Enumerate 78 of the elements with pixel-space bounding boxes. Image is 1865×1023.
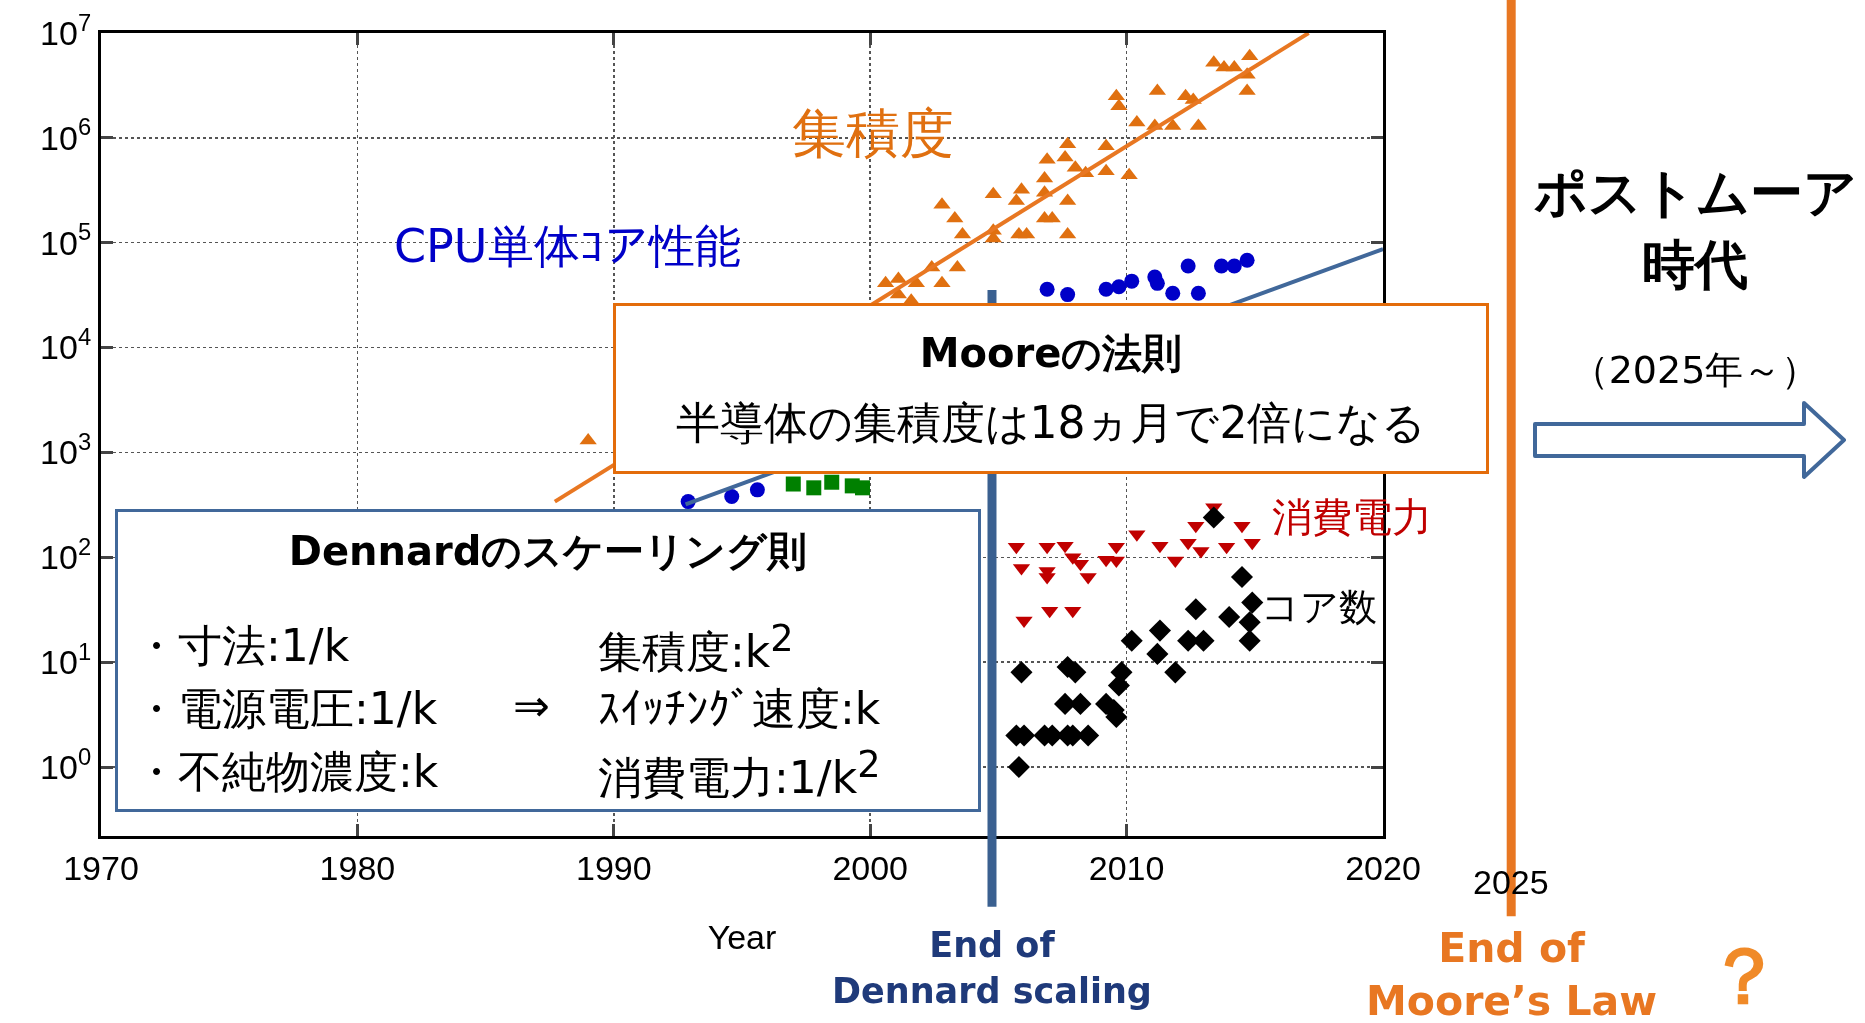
point xyxy=(1097,163,1115,176)
x-tick-label: 2020 xyxy=(1345,848,1421,887)
y-tick-label: 10$^{5}$ xyxy=(40,218,92,262)
point xyxy=(1056,149,1074,162)
text: ？ xyxy=(1705,930,1783,1023)
annotation: Mooreの法則 xyxy=(918,329,1184,378)
y-tick-label: 10$^{6}$ xyxy=(40,113,92,157)
annotation: 消費電力:1/k$^{2}$ xyxy=(598,743,881,805)
text: ポストムーア時代 xyxy=(1532,161,1858,297)
point xyxy=(1098,281,1114,297)
annotation: 集積度:k$^{2}$ xyxy=(598,617,794,679)
y-tick-label: 10$^{4}$ xyxy=(40,323,92,367)
point xyxy=(1107,674,1130,697)
annotation: ⇒ xyxy=(513,680,550,731)
point xyxy=(1120,629,1143,652)
point xyxy=(1241,48,1259,61)
y-tick-label: 10$^{1}$ xyxy=(40,637,92,682)
x-tick-label: 1990 xyxy=(575,848,652,887)
point xyxy=(1180,258,1196,274)
point xyxy=(1239,252,1255,268)
point xyxy=(1238,629,1261,652)
point xyxy=(785,476,801,492)
point xyxy=(1124,273,1140,289)
point xyxy=(1041,606,1059,619)
point xyxy=(1164,661,1187,684)
point xyxy=(724,489,740,505)
point xyxy=(1202,506,1225,529)
point xyxy=(1077,724,1100,747)
point xyxy=(1146,642,1169,665)
point xyxy=(824,474,840,490)
point xyxy=(749,482,765,498)
ref-line-label: End of Dennard scaling xyxy=(832,925,1152,1011)
annotation: ・電源電圧:1/k xyxy=(134,682,438,736)
series-label: 集積度 xyxy=(792,102,954,165)
point xyxy=(855,480,871,496)
point xyxy=(1184,598,1207,621)
point xyxy=(1060,287,1076,303)
x-tick-label: 1970 xyxy=(63,848,139,887)
point xyxy=(1192,629,1215,652)
x-axis-title: Year xyxy=(707,918,777,957)
point xyxy=(806,480,822,496)
annotation: ・寸法:1/k xyxy=(134,619,350,673)
annotation: ｽｲｯﾁﾝｸﾞ速度:k xyxy=(598,682,881,736)
point xyxy=(1149,275,1165,291)
point xyxy=(1010,661,1033,684)
point xyxy=(1064,606,1082,619)
annotation: Dennardのスケーリング則 xyxy=(287,527,809,576)
point xyxy=(1226,258,1242,274)
text: CPU単体ｺア性能 xyxy=(394,219,741,273)
point xyxy=(1148,619,1171,642)
point xyxy=(1225,59,1243,72)
point xyxy=(1241,591,1264,614)
point xyxy=(1190,285,1206,301)
point xyxy=(1111,279,1127,295)
point xyxy=(1007,755,1030,779)
y-tick-label: 10$^{0}$ xyxy=(40,742,92,786)
point xyxy=(1230,565,1254,588)
x-tick-label: 2000 xyxy=(832,848,909,887)
point xyxy=(1039,281,1055,297)
ref-line-label: End of Moore’s Law xyxy=(1366,924,1658,1023)
series-label: コア数 xyxy=(1261,585,1377,629)
x-tick-label: 1980 xyxy=(319,848,396,887)
annotation: 半導体の集積度は18ヵ月で2倍になる xyxy=(674,396,1428,450)
y-tick-label: 10$^{7}$ xyxy=(40,8,92,52)
x-tick-label: 2010 xyxy=(1088,848,1165,887)
point xyxy=(1238,611,1261,634)
point xyxy=(1097,138,1115,151)
point xyxy=(1069,692,1092,715)
text: （2025年～） xyxy=(1569,347,1821,394)
point xyxy=(933,275,951,288)
point xyxy=(1218,605,1241,628)
y-tick-label: 10$^{3}$ xyxy=(40,428,92,472)
point xyxy=(1165,285,1181,301)
note-box: Mooreの法則 半導体の集積度は18ヵ月で2倍になる xyxy=(613,303,1489,474)
point xyxy=(1213,258,1229,274)
annotation: ・不純物濃度:k xyxy=(134,745,439,799)
y-tick-label: 10$^{2}$ xyxy=(40,532,92,577)
point xyxy=(1110,98,1128,111)
